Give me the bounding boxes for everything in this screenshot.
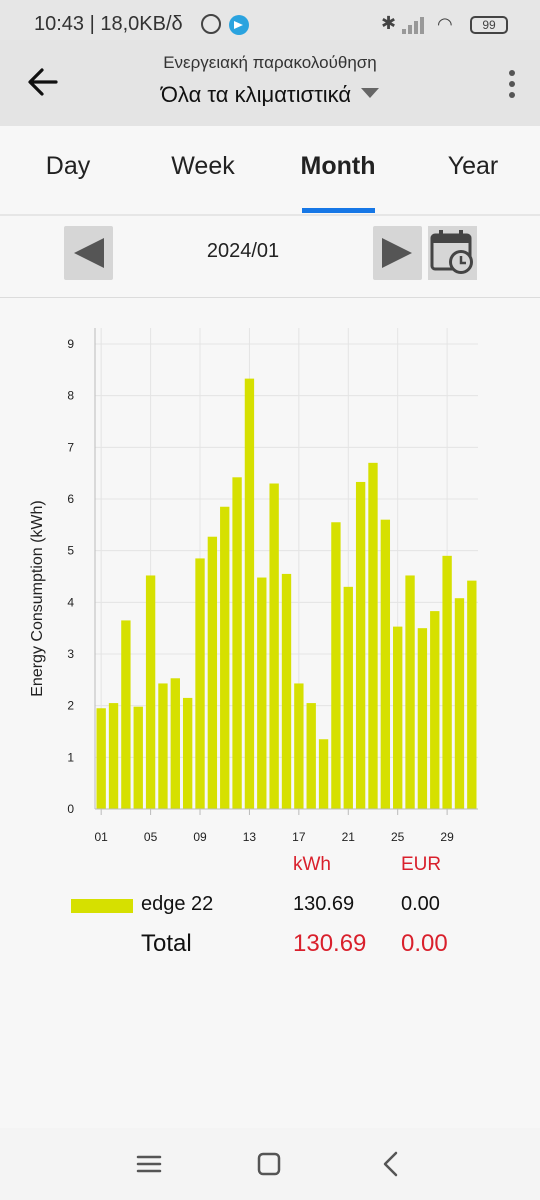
legend-swatch bbox=[71, 899, 133, 913]
signal-icon bbox=[402, 16, 430, 34]
device-kwh: 130.69 bbox=[293, 893, 355, 915]
bar bbox=[368, 462, 378, 809]
telegram-icon bbox=[229, 15, 249, 35]
bar bbox=[232, 477, 242, 809]
wifi-icon: ◠ bbox=[437, 14, 453, 34]
x-tick-label: 13 bbox=[243, 830, 257, 844]
bar bbox=[393, 626, 403, 809]
bar bbox=[318, 739, 329, 809]
bar bbox=[195, 558, 205, 809]
bluetooth-icon: ✱ bbox=[381, 13, 397, 33]
total-eur: 0.00 bbox=[401, 930, 448, 957]
previous-period-button[interactable] bbox=[64, 226, 113, 280]
bar bbox=[170, 678, 180, 809]
y-tick-label: 1 bbox=[67, 750, 74, 764]
page-subtitle: Ενεργειακή παρακολούθηση bbox=[163, 53, 377, 72]
bar bbox=[121, 620, 131, 809]
battery-icon: 99 bbox=[470, 16, 508, 34]
more-options-icon[interactable] bbox=[505, 70, 519, 98]
tab-year[interactable]: Year bbox=[447, 152, 499, 180]
bar bbox=[96, 708, 106, 809]
bar bbox=[133, 706, 143, 809]
tab-month[interactable]: Month bbox=[300, 152, 376, 180]
y-tick-label: 7 bbox=[67, 440, 74, 454]
x-tick-label: 21 bbox=[342, 830, 356, 844]
y-tick-label: 2 bbox=[67, 699, 74, 713]
summary-table: kWh EUR edge 22 130.69 0.00 Total 130.69… bbox=[0, 850, 540, 970]
bar bbox=[108, 703, 119, 809]
arrow-left-icon bbox=[74, 238, 104, 268]
arrow-right-icon bbox=[382, 238, 412, 268]
tab-day[interactable]: Day bbox=[45, 152, 91, 180]
status-time: 10:43 | 18,0KB/δ bbox=[34, 13, 183, 35]
device-eur: 0.00 bbox=[401, 893, 440, 915]
y-tick-label: 9 bbox=[67, 337, 74, 351]
kwh-column-header: kWh bbox=[293, 854, 331, 875]
date-navigation: 2024/01 bbox=[0, 216, 540, 298]
bar bbox=[355, 481, 366, 809]
bar bbox=[380, 519, 391, 809]
recent-apps-icon[interactable] bbox=[134, 1146, 164, 1182]
bar bbox=[145, 575, 156, 809]
bar bbox=[417, 628, 428, 809]
device-name: edge 22 bbox=[141, 893, 214, 915]
y-axis-label: Energy Consumption (kWh) bbox=[29, 500, 46, 697]
x-tick-label: 09 bbox=[193, 830, 207, 844]
x-tick-label: 25 bbox=[391, 830, 405, 844]
y-tick-label: 0 bbox=[67, 802, 74, 816]
bar bbox=[207, 536, 218, 809]
y-tick-label: 8 bbox=[67, 389, 74, 403]
chevron-down-icon bbox=[361, 88, 380, 98]
x-tick-label: 01 bbox=[94, 830, 108, 844]
bar bbox=[430, 611, 440, 809]
x-tick-label: 29 bbox=[440, 830, 454, 844]
system-navigation-bar bbox=[0, 1128, 540, 1200]
tab-indicator bbox=[302, 208, 375, 213]
total-label: Total bbox=[141, 930, 192, 957]
back-arrow-icon[interactable] bbox=[26, 64, 60, 100]
x-tick-label: 05 bbox=[144, 830, 158, 844]
y-tick-label: 3 bbox=[67, 647, 74, 661]
back-icon[interactable] bbox=[376, 1146, 406, 1182]
bar bbox=[182, 697, 193, 809]
total-kwh: 130.69 bbox=[293, 930, 367, 957]
y-tick-label: 6 bbox=[67, 492, 74, 506]
bar bbox=[294, 683, 304, 809]
bar bbox=[220, 506, 230, 809]
y-tick-label: 4 bbox=[67, 595, 74, 609]
bar bbox=[467, 580, 477, 809]
bar bbox=[257, 577, 267, 809]
y-tick-label: 5 bbox=[67, 544, 74, 558]
bar bbox=[331, 522, 341, 809]
bar bbox=[269, 483, 279, 809]
eur-column-header: EUR bbox=[401, 854, 442, 875]
bar bbox=[158, 683, 168, 809]
bar bbox=[244, 378, 255, 809]
bar bbox=[454, 598, 465, 809]
page-title: Όλα τα κλιματιστικά bbox=[160, 82, 352, 107]
status-bar: 10:43 | 18,0KB/δ ✱ ◠ 99 bbox=[0, 0, 540, 40]
bar bbox=[343, 586, 353, 809]
alarm-icon bbox=[201, 14, 221, 34]
period-tabs: Day Week Month Year bbox=[0, 126, 540, 216]
bar bbox=[306, 703, 316, 809]
bar bbox=[405, 575, 415, 809]
energy-chart: 0 1 2 3 4 5 6 7 8 9 01 05 09 13 17 21 25 29 Energy Consump… bbox=[0, 300, 540, 880]
bar bbox=[442, 555, 452, 809]
x-tick-label: 17 bbox=[292, 830, 306, 844]
current-period: 2024/01 bbox=[206, 240, 280, 262]
calendar-clock-icon[interactable] bbox=[428, 226, 477, 280]
app-bar: Ενεργειακή παρακολούθηση Όλα τα κλιματισ… bbox=[0, 40, 540, 126]
device-selector[interactable]: Όλα τα κλιματιστικά bbox=[0, 82, 540, 108]
tab-week[interactable]: Week bbox=[171, 152, 235, 180]
bar bbox=[281, 573, 292, 809]
home-icon[interactable] bbox=[254, 1146, 284, 1182]
next-period-button[interactable] bbox=[373, 226, 422, 280]
